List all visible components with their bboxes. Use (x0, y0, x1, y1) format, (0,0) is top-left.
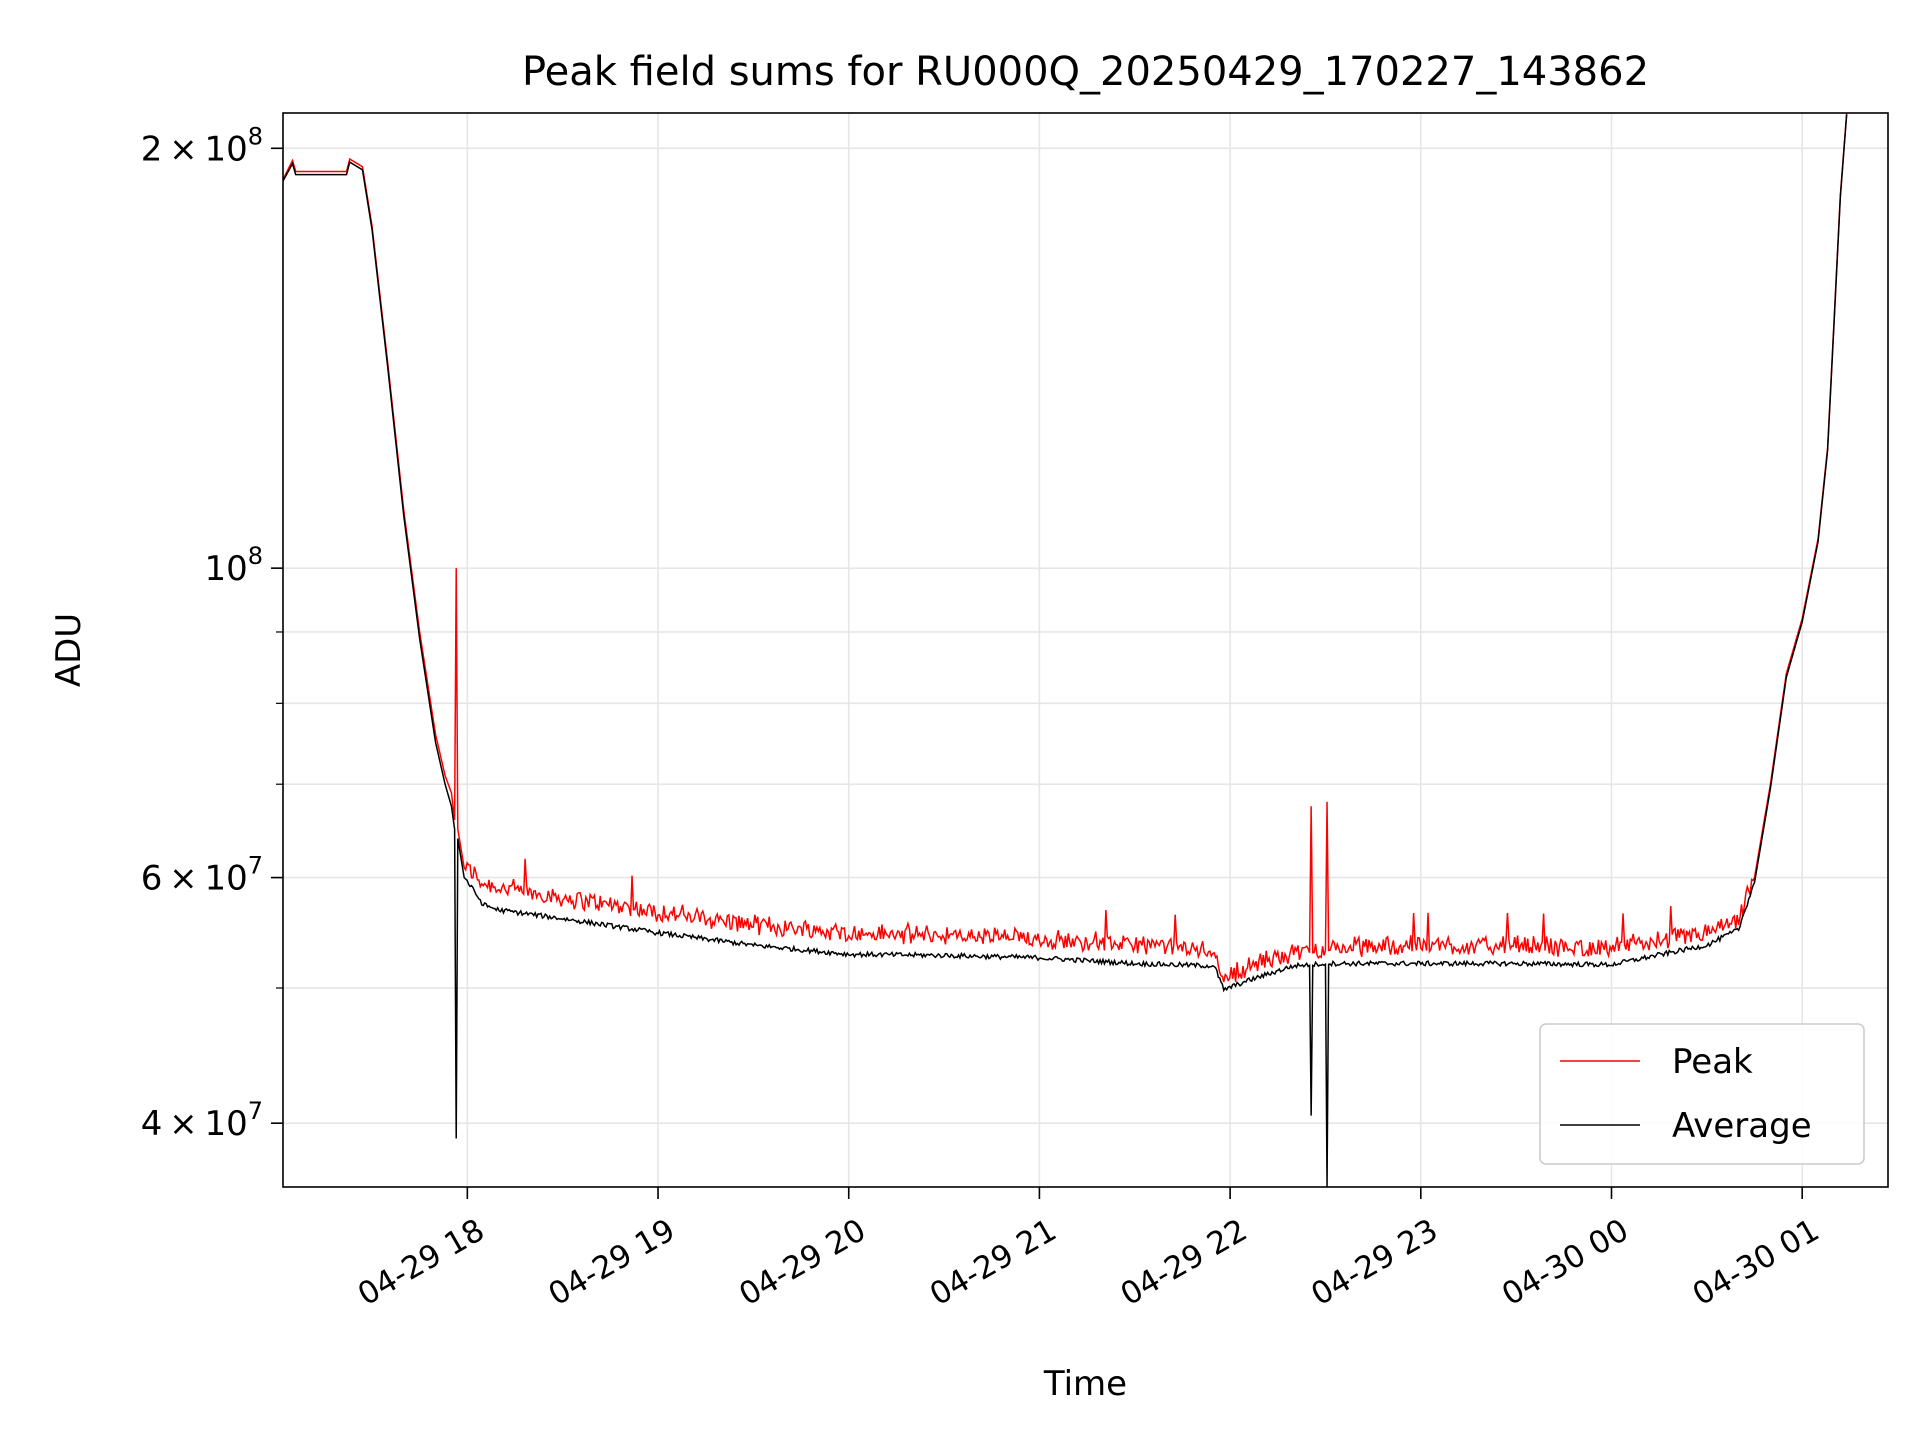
y-tick-mantissa: 2 (141, 129, 163, 169)
x-tick-label: 04-29 20 (733, 1212, 872, 1313)
legend-box (1539, 1023, 1865, 1165)
y-tick-exponent: 7 (248, 1097, 263, 1125)
y-axis-label: ADU (49, 613, 89, 687)
y-tick-base: 10 (204, 549, 247, 589)
y-tick-exponent: 8 (248, 122, 263, 150)
y-tick-base: 10 (204, 859, 247, 899)
x-tick-label: 04-30 01 (1687, 1212, 1826, 1313)
y-tick-label: 108 (204, 542, 263, 589)
y-tick-mantissa: 6 (141, 859, 163, 899)
y-tick-mantissa: 4 (141, 1104, 163, 1144)
x-tick-label: 04-30 00 (1496, 1212, 1635, 1313)
chart-title: Peak field sums for RU000Q_20250429_1702… (522, 49, 1649, 95)
x-tick-label: 04-29 22 (1115, 1212, 1254, 1313)
y-tick-base: 10 (204, 1104, 247, 1144)
y-tick-base: 10 (204, 129, 247, 169)
x-tick-label: 04-29 18 (352, 1212, 491, 1313)
y-tick-exponent: 7 (248, 852, 263, 880)
x-axis-label: Time (1043, 1364, 1127, 1404)
legend: Peak Average (1539, 1023, 1865, 1165)
x-tick-label: 04-29 19 (543, 1212, 682, 1313)
y-tick-times: × (162, 129, 204, 169)
series-line-peak (283, 113, 1848, 983)
plot-frame (282, 112, 1889, 1188)
series-line-average (283, 114, 1848, 1187)
y-tick-label: 2 × 108 (141, 122, 263, 169)
x-tick-label: 04-29 23 (1305, 1212, 1444, 1313)
y-tick-exponent: 8 (248, 542, 263, 570)
legend-label-average: Average (1672, 1106, 1812, 1146)
series-layer (283, 113, 1848, 1187)
y-tick-times: × (162, 1104, 204, 1144)
y-tick-label: 6 × 107 (141, 852, 263, 899)
legend-label-peak: Peak (1672, 1042, 1753, 1082)
x-tick-label: 04-29 21 (924, 1212, 1063, 1313)
y-tick-label: 4 × 107 (141, 1097, 263, 1144)
y-tick-times: × (162, 859, 204, 899)
